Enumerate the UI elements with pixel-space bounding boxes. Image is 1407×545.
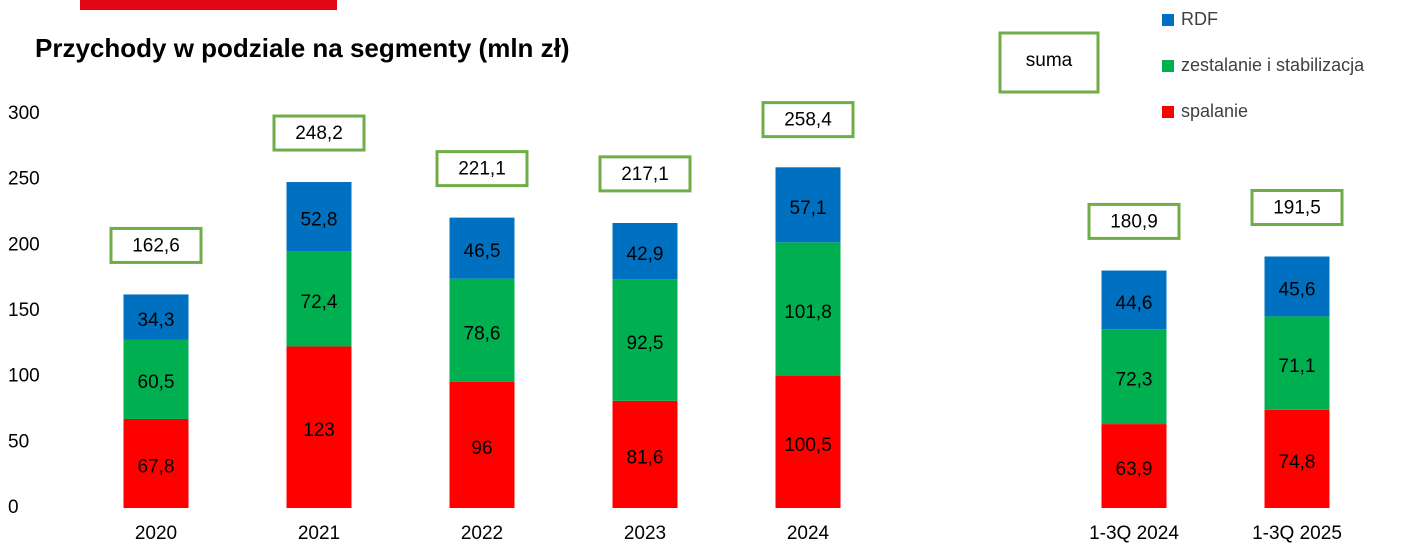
bar-segment xyxy=(123,418,189,508)
legend-swatch xyxy=(1162,60,1174,72)
bar-segment xyxy=(449,381,515,508)
x-tick-label: 2020 xyxy=(135,523,177,544)
chart-title: Przychody w podziale na segmenty (mln zł… xyxy=(35,33,570,63)
totals-legend-label: suma xyxy=(1026,50,1073,71)
bar-segment xyxy=(1264,316,1330,410)
y-tick-label: 250 xyxy=(8,169,40,190)
total-label: 221,1 xyxy=(458,159,506,180)
bar-segment xyxy=(612,279,678,401)
total-label: 180,9 xyxy=(1110,211,1158,232)
total-box xyxy=(272,114,366,152)
legend-label: spalanie xyxy=(1181,101,1248,121)
legend-label: zestalanie i stabilizacja xyxy=(1181,55,1365,75)
bar-segment xyxy=(286,251,352,347)
y-tick-label: 200 xyxy=(8,234,40,255)
value-label: 72,3 xyxy=(1116,370,1153,391)
y-tick-label: 150 xyxy=(8,300,40,321)
value-label: 57,1 xyxy=(790,198,827,219)
y-tick-label: 0 xyxy=(8,497,19,518)
bar-segment xyxy=(1101,424,1167,508)
value-label: 100,5 xyxy=(784,435,832,456)
value-label: 92,5 xyxy=(627,333,664,354)
bar-segment xyxy=(1101,270,1167,330)
y-tick-label: 300 xyxy=(8,103,40,124)
x-tick-label: 1-3Q 2025 xyxy=(1252,523,1342,544)
value-label: 81,6 xyxy=(627,447,664,468)
y-tick-label: 100 xyxy=(8,366,40,387)
value-label: 42,9 xyxy=(627,244,664,265)
bar-segment xyxy=(449,278,515,382)
total-label: 258,4 xyxy=(784,110,832,131)
totals-legend-box xyxy=(998,31,1100,94)
total-label: 248,2 xyxy=(295,123,343,144)
bar-segment xyxy=(775,242,841,377)
bar-segment xyxy=(775,167,841,243)
total-box xyxy=(435,150,529,188)
total-box xyxy=(109,226,203,264)
value-label: 74,8 xyxy=(1279,452,1316,473)
value-label: 46,5 xyxy=(464,241,501,262)
value-label: 71,1 xyxy=(1279,356,1316,377)
legend-label: RDF xyxy=(1181,9,1218,29)
bar-segment xyxy=(1264,256,1330,317)
value-label: 44,6 xyxy=(1116,293,1153,314)
bar-segment xyxy=(286,346,352,508)
y-tick-label: 50 xyxy=(8,431,29,452)
total-label: 217,1 xyxy=(621,164,669,185)
x-tick-label: 1-3Q 2024 xyxy=(1089,523,1179,544)
value-label: 60,5 xyxy=(138,372,175,393)
value-label: 101,8 xyxy=(784,302,832,323)
bar-segment xyxy=(123,294,189,340)
total-box xyxy=(598,155,692,193)
legend-swatch xyxy=(1162,106,1174,118)
total-box xyxy=(1087,202,1181,240)
bar-segment xyxy=(449,217,515,279)
value-label: 123 xyxy=(303,420,335,441)
value-label: 34,3 xyxy=(138,310,175,331)
bar-segment xyxy=(612,223,678,280)
bar-segment xyxy=(286,182,352,252)
bar-segment xyxy=(1264,409,1330,508)
value-label: 67,8 xyxy=(138,456,175,477)
total-label: 191,5 xyxy=(1273,198,1321,219)
x-tick-label: 2023 xyxy=(624,523,666,544)
x-tick-label: 2022 xyxy=(461,523,503,544)
value-label: 78,6 xyxy=(464,323,501,344)
total-box xyxy=(1250,188,1344,226)
bar-segment xyxy=(123,339,189,419)
bar-segment xyxy=(612,400,678,508)
bar-segment xyxy=(775,376,841,508)
total-label: 162,6 xyxy=(132,235,180,256)
x-tick-label: 2021 xyxy=(298,523,340,544)
value-label: 63,9 xyxy=(1116,459,1153,480)
accent-bar xyxy=(80,0,337,10)
value-label: 72,4 xyxy=(301,292,338,313)
value-label: 45,6 xyxy=(1279,279,1316,300)
legend-swatch xyxy=(1162,14,1174,26)
total-box xyxy=(761,101,855,139)
x-tick-label: 2024 xyxy=(787,523,830,544)
bar-segment xyxy=(1101,329,1167,425)
value-label: 96 xyxy=(471,438,492,459)
value-label: 52,8 xyxy=(301,210,338,231)
